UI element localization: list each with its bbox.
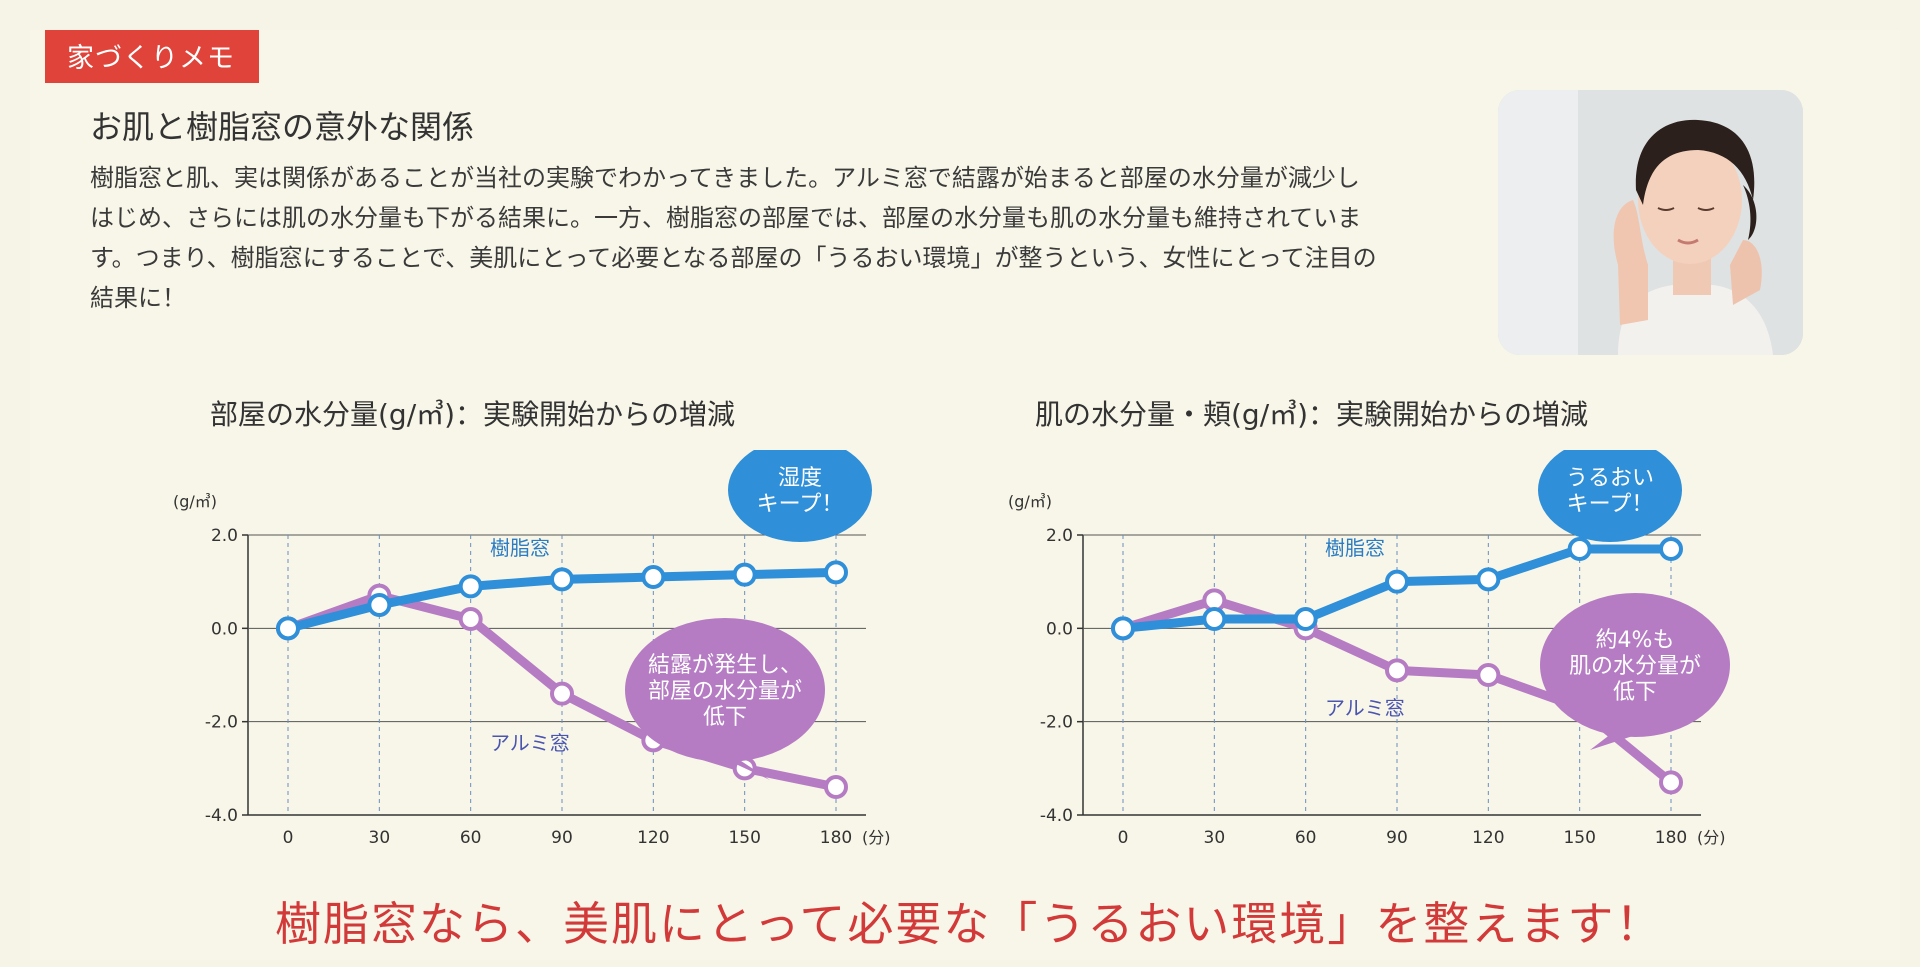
callout-bubble [728,450,872,542]
y-tick-label: 0.0 [211,619,238,639]
x-tick-label: 180 [1655,828,1687,848]
data-point-aluminum [458,607,483,631]
x-tick-label: 180 [820,828,852,848]
data-point-resin [1202,607,1227,631]
x-axis-unit: (分) [862,828,891,847]
x-axis-unit: (分) [1697,828,1726,847]
x-tick-label: 120 [1472,828,1504,848]
woman-photo [1498,90,1803,355]
footer-slogan: 樹脂窓なら、美肌にとって必要な「うるおい環境」を整えます！ [275,897,1664,951]
callout-text: 結露が発生し、 [648,653,802,678]
y-tick-label: -4.0 [1040,806,1073,826]
data-point-resin [1111,616,1135,641]
callout-text: 部屋の水分量が [648,679,802,704]
data-point-aluminum [1476,663,1501,687]
callout-text: 約4%も [1596,628,1675,653]
x-tick-label: 30 [369,828,391,848]
data-point-resin [1385,569,1409,594]
x-tick-label: 90 [1386,828,1408,848]
callout-text: うるおい [1566,466,1654,491]
callout-text: キープ！ [1567,492,1654,517]
data-point-resin [550,567,574,592]
x-tick-label: 0 [283,828,294,848]
data-point-resin [276,616,300,641]
woman-illustration [1498,90,1803,355]
data-point-aluminum [1659,770,1683,795]
callout-text: 肌の水分量が [1569,654,1701,679]
data-point-resin [1293,607,1318,631]
article-body: 樹脂窓と肌、実は関係があることが当社の実験でわかってきました。アルミ窓で結露が始… [90,164,1377,312]
chart-2-skin-moisture: (g/㎥) 2.0 0.0 -2.0 -4.0 0 30 60 90 120 150 180 (分) アル… [1008,450,1730,848]
data-point-resin [732,562,757,587]
series-label-aluminum: アルミ窓 [490,731,570,755]
section-tag: 家づくりメモ [45,30,259,83]
data-point-aluminum [1385,658,1409,683]
x-tick-label: 60 [1295,828,1317,848]
series-label-resin: 樹脂窓 [1325,536,1385,560]
y-tick-label: -2.0 [205,713,238,733]
data-point-resin [1567,537,1592,561]
callout-bubble [625,618,825,762]
chart-1-room-moisture: (g/㎥) 2.0 0.0 -2.0 -4.0 0 30 60 90 120 150 180 (分) アル… [173,450,891,848]
callout-text: 低下 [703,705,747,730]
callout-text: 低下 [1613,680,1657,705]
data-point-resin [367,593,392,617]
callout-bubble [1538,450,1682,542]
x-tick-label: 0 [1118,828,1129,848]
x-tick-label: 30 [1204,828,1226,848]
y-axis-unit: (g/㎥) [1008,492,1052,511]
data-point-aluminum [550,681,574,706]
data-point-resin [824,560,848,585]
x-tick-label: 60 [460,828,482,848]
chart-2-title: 肌の水分量・頬(g/㎥)：実験開始からの増減 [1035,398,1589,431]
y-tick-label: 2.0 [1046,526,1073,546]
x-tick-label: 150 [1563,828,1595,848]
callout-bubble [1540,593,1730,737]
callout-text: キープ！ [757,492,844,517]
series-label-resin: 樹脂窓 [490,536,550,560]
series-label-aluminum: アルミ窓 [1325,696,1405,720]
y-axis-unit: (g/㎥) [173,492,217,511]
x-tick-label: 120 [637,828,669,848]
data-point-resin [1659,537,1683,561]
data-point-aluminum [824,775,848,799]
y-tick-label: 2.0 [211,526,238,546]
y-tick-label: 0.0 [1046,619,1073,639]
x-tick-label: 90 [551,828,573,848]
article-title: お肌と樹脂窓の意外な関係 [90,108,475,146]
y-tick-label: -4.0 [205,806,238,826]
data-point-resin [641,565,666,589]
data-point-resin [1476,567,1501,592]
chart-1-title: 部屋の水分量(g/㎥)：実験開始からの増減 [210,398,736,431]
x-tick-label: 150 [728,828,760,848]
y-tick-label: -2.0 [1040,713,1073,733]
callout-text: 湿度 [778,466,822,491]
data-point-resin [458,574,483,599]
